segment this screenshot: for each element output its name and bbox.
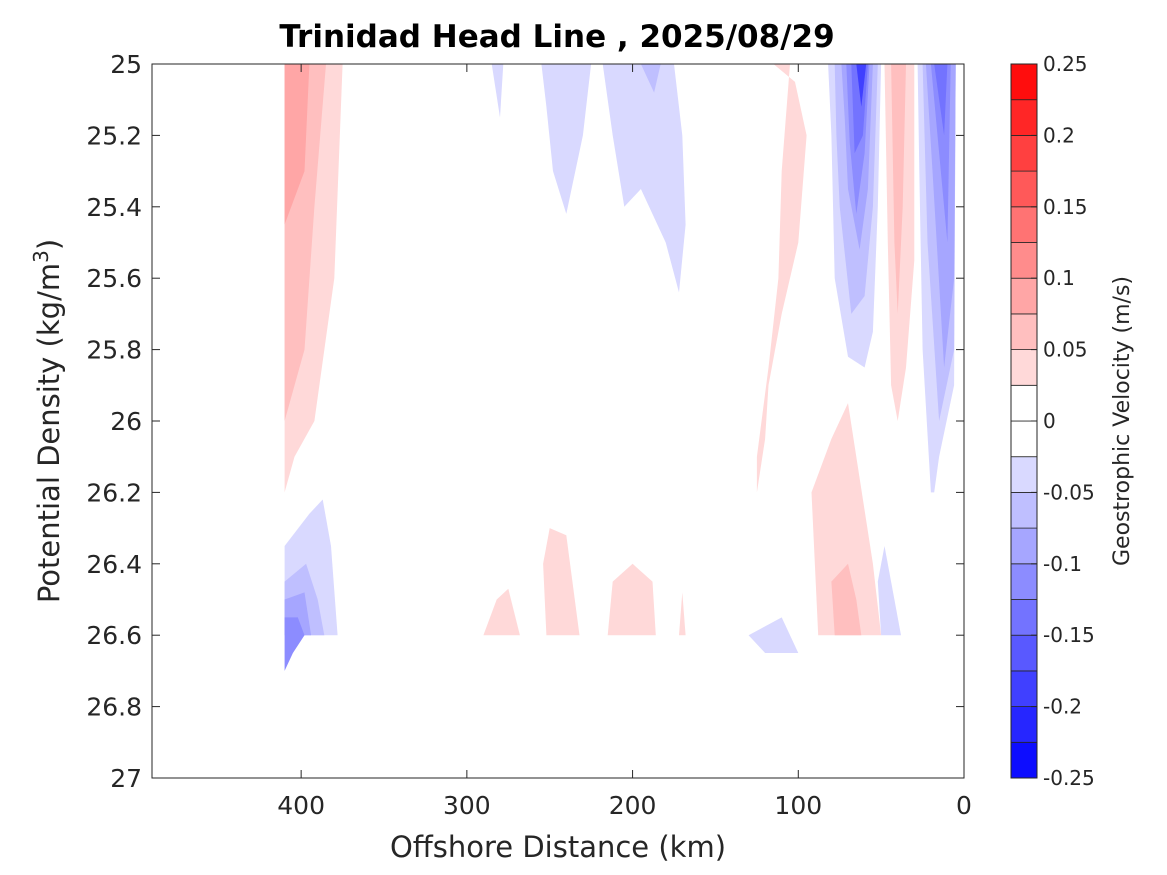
colorbar-tick-label: 0.15 bbox=[1043, 195, 1088, 219]
colorbar-block bbox=[1010, 277, 1038, 315]
contour-region-32 bbox=[934, 64, 948, 136]
x-tick-label: 400 bbox=[277, 791, 325, 820]
y-tick-label: 27 bbox=[110, 764, 142, 793]
y-tick-label: 25.6 bbox=[86, 264, 142, 293]
y-tick-label: 26.8 bbox=[86, 693, 142, 722]
contour-region-14 bbox=[640, 64, 661, 93]
colorbar-tick-label: -0.15 bbox=[1043, 623, 1095, 647]
x-axis-ticks: 400 300 200 100 0 bbox=[277, 64, 972, 820]
colorbar-tick-label: -0.1 bbox=[1043, 552, 1082, 576]
contour-region-9 bbox=[607, 563, 656, 636]
colorbar-block bbox=[1010, 741, 1038, 779]
y-axis-label-main: Potential Density (kg/m bbox=[32, 263, 66, 603]
y-tick-label: 25 bbox=[110, 50, 142, 79]
contour-region-11 bbox=[491, 64, 504, 118]
colorbar-tick-label: 0 bbox=[1043, 409, 1056, 433]
contour-region-2 bbox=[284, 64, 310, 225]
contour-region-26 bbox=[851, 64, 868, 154]
y-tick-label: 25.2 bbox=[86, 121, 142, 150]
y-tick-label: 25.8 bbox=[86, 336, 142, 365]
colorbar-block bbox=[1010, 491, 1038, 529]
y-tick-label: 26 bbox=[110, 407, 142, 436]
colorbar-label: Geostrophic Velocity (m/s) bbox=[1110, 276, 1135, 566]
y-axis-ticks: 25 25.2 25.4 25.6 25.8 26 26.2 26.4 26.6 26.8 27 bbox=[86, 50, 964, 793]
contour-region-13 bbox=[602, 64, 686, 293]
contour-region-21 bbox=[891, 64, 906, 314]
colorbar-tick-label: 0.1 bbox=[1043, 266, 1075, 290]
x-tick-label: 0 bbox=[956, 791, 972, 820]
contour-region-16 bbox=[748, 617, 799, 653]
colorbar-block bbox=[1010, 206, 1038, 243]
y-tick-label: 26.2 bbox=[86, 478, 142, 507]
x-tick-label: 300 bbox=[443, 791, 491, 820]
contour-regions bbox=[284, 64, 956, 671]
plot-area: 400 300 200 100 0 25 25.2 25.4 25.6 25.8 26 26.2 26… bbox=[86, 50, 972, 820]
x-tick-label: 200 bbox=[609, 791, 657, 820]
colorbar-block bbox=[1010, 456, 1038, 493]
colorbar-block bbox=[1010, 599, 1038, 636]
colorbar-block bbox=[1010, 634, 1038, 672]
contour-region-18 bbox=[831, 563, 862, 636]
contour-region-6 bbox=[284, 617, 305, 671]
colorbar-tick-label: 0.25 bbox=[1043, 52, 1088, 76]
colorbar-block bbox=[1010, 670, 1038, 708]
colorbar-block bbox=[1010, 134, 1038, 172]
contour-region-27 bbox=[856, 64, 867, 107]
colorbar-block bbox=[1010, 170, 1038, 208]
y-tick-label: 26.6 bbox=[86, 621, 142, 650]
x-tick-label: 100 bbox=[774, 791, 822, 820]
colorbar-block bbox=[1010, 349, 1038, 386]
contour-region-17 bbox=[811, 403, 882, 636]
contour-region-31 bbox=[930, 64, 951, 243]
y-axis-label-sup: 3 bbox=[29, 250, 53, 263]
colorbar-tick-label: -0.2 bbox=[1043, 695, 1082, 719]
colorbar-tick-label: -0.05 bbox=[1043, 480, 1095, 504]
contour-region-12 bbox=[541, 64, 592, 214]
colorbar-block bbox=[1010, 99, 1038, 136]
colorbar-tick-label: 0.05 bbox=[1043, 338, 1088, 362]
contour-region-7 bbox=[483, 588, 520, 636]
contour-region-10 bbox=[679, 592, 686, 636]
colorbar-block bbox=[1010, 527, 1038, 565]
colorbar-block bbox=[1010, 420, 1038, 458]
colorbar-block bbox=[1010, 242, 1038, 279]
contour-region-19 bbox=[877, 546, 901, 636]
x-axis-label: Offshore Distance (km) bbox=[390, 830, 726, 864]
colorbar-tick-label: -0.25 bbox=[1043, 766, 1095, 790]
y-axis-label-end: ) bbox=[32, 239, 66, 250]
y-axis-label: Potential Density (kg/m3) bbox=[29, 239, 66, 603]
colorbar-block bbox=[1010, 384, 1038, 422]
contour-region-15 bbox=[756, 64, 807, 493]
colorbar-block bbox=[1010, 563, 1038, 600]
y-tick-label: 25.4 bbox=[86, 193, 142, 222]
colorbar-block bbox=[1010, 313, 1038, 350]
colorbar: 0.25 0.2 0.15 0.1 0.05 0 -0.05 -0.1 -0.15 -0.2 -0.… bbox=[1010, 52, 1135, 790]
colorbar-tick-label: 0.2 bbox=[1043, 123, 1075, 147]
colorbar-block bbox=[1010, 706, 1038, 743]
chart-title: Trinidad Head Line , 2025/08/29 bbox=[279, 19, 834, 55]
colorbar-block bbox=[1010, 63, 1038, 101]
colorbar-ticks: 0.25 0.2 0.15 0.1 0.05 0 -0.05 -0.1 -0.15 -0.2 -0.… bbox=[1031, 52, 1095, 790]
contour-region-8 bbox=[543, 528, 580, 636]
y-tick-label: 26.4 bbox=[86, 550, 142, 579]
